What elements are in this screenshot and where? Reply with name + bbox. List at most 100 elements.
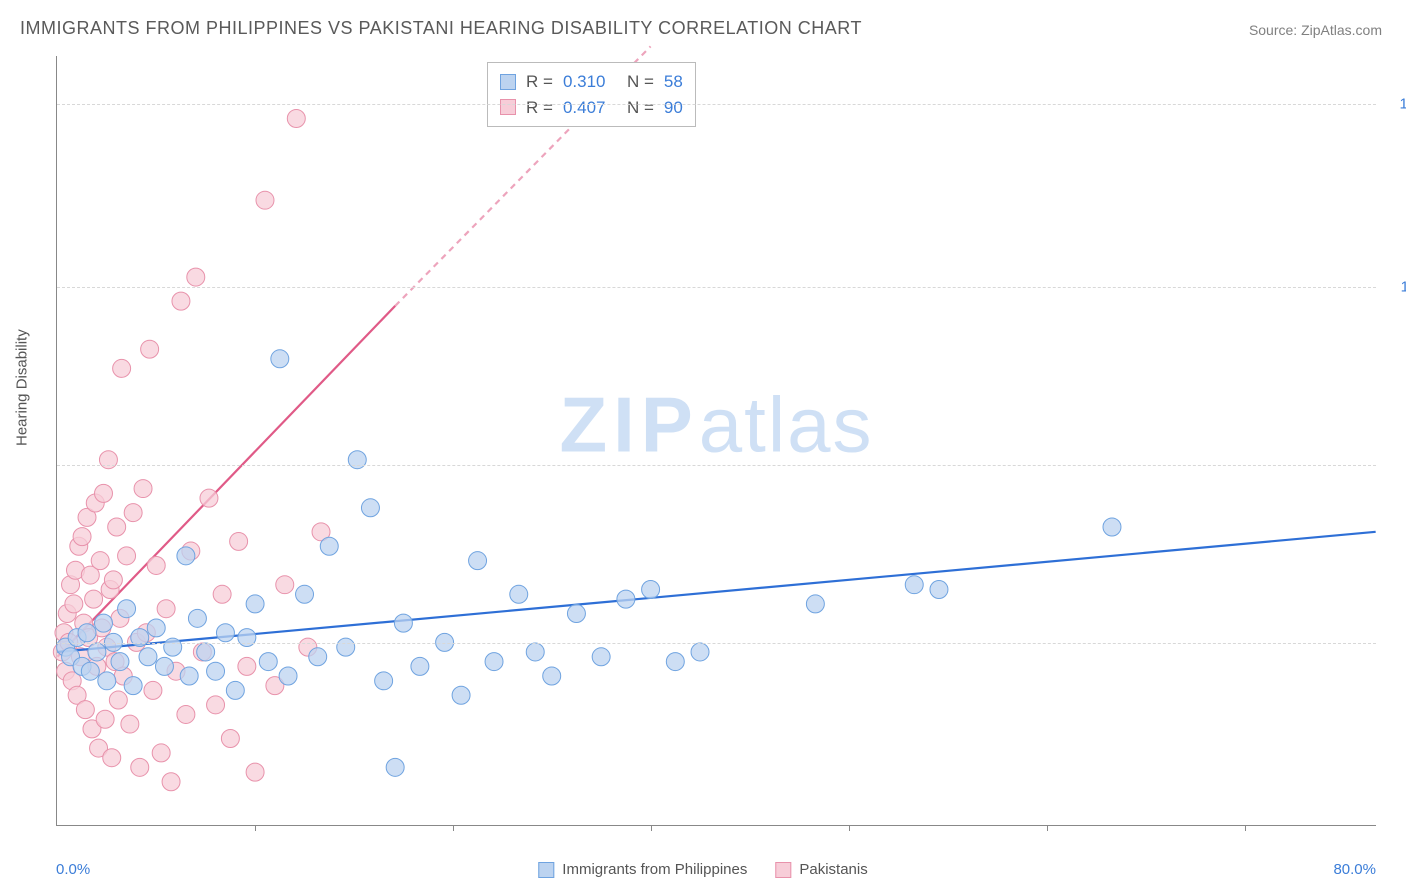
blue-point <box>1103 518 1121 536</box>
pink-point <box>124 504 142 522</box>
blue-point <box>691 643 709 661</box>
blue-point <box>526 643 544 661</box>
blue-point <box>905 576 923 594</box>
x-tick <box>1245 825 1246 831</box>
blue-point <box>155 657 173 675</box>
blue-point <box>78 624 96 642</box>
legend-row: R =0.407N =90 <box>500 95 683 121</box>
blue-point <box>930 581 948 599</box>
legend-top: R =0.310N =58R =0.407N =90 <box>487 62 696 127</box>
pink-point <box>287 109 305 127</box>
pink-point <box>144 681 162 699</box>
legend-n-label: N = <box>627 69 654 95</box>
blue-point <box>271 350 289 368</box>
blue-point <box>543 667 561 685</box>
pink-point <box>256 191 274 209</box>
blue-point <box>361 499 379 517</box>
gridline <box>57 465 1376 466</box>
pink-point <box>108 518 126 536</box>
chart-title: IMMIGRANTS FROM PHILIPPINES VS PAKISTANI… <box>20 18 862 39</box>
pink-point <box>113 359 131 377</box>
x-min-label: 0.0% <box>56 861 90 878</box>
pink-point <box>172 292 190 310</box>
blue-point <box>188 609 206 627</box>
x-tick <box>1047 825 1048 831</box>
plot-area: ZIPatlas R =0.310N =58R =0.407N =90 3.8%… <box>56 56 1376 826</box>
gridline <box>57 643 1376 644</box>
pink-point <box>162 773 180 791</box>
gridline <box>57 104 1376 105</box>
blue-point <box>296 585 314 603</box>
blue-point <box>806 595 824 613</box>
pink-point <box>147 556 165 574</box>
x-max-label: 80.0% <box>1333 861 1376 878</box>
blue-point <box>510 585 528 603</box>
legend-swatch <box>500 74 516 90</box>
x-tick <box>849 825 850 831</box>
pink-point <box>276 576 294 594</box>
legend-r-value: 0.407 <box>563 95 617 121</box>
pink-point <box>221 729 239 747</box>
legend-swatch <box>775 862 791 878</box>
legend-swatch <box>538 862 554 878</box>
pink-point <box>95 484 113 502</box>
blue-point <box>98 672 116 690</box>
blue-point <box>386 758 404 776</box>
blue-point <box>485 653 503 671</box>
blue-point <box>207 662 225 680</box>
source-label: Source: ZipAtlas.com <box>1249 22 1382 38</box>
pink-point <box>152 744 170 762</box>
x-tick <box>651 825 652 831</box>
pink-point <box>187 268 205 286</box>
pink-point <box>73 528 91 546</box>
blue-point <box>216 624 234 642</box>
pink-point <box>103 749 121 767</box>
pink-point <box>200 489 218 507</box>
blue-point <box>452 686 470 704</box>
blue-point <box>617 590 635 608</box>
pink-point <box>141 340 159 358</box>
legend-bottom-item: Pakistanis <box>775 861 867 878</box>
pink-point <box>157 600 175 618</box>
legend-bottom: Immigrants from Philippines Pakistanis <box>538 861 867 878</box>
y-tick-label: 11.2% <box>1401 279 1406 296</box>
legend-bottom-label: Immigrants from Philippines <box>562 861 747 878</box>
blue-point <box>226 681 244 699</box>
blue-point <box>246 595 264 613</box>
pink-point <box>230 532 248 550</box>
pink-trend <box>57 306 395 657</box>
pink-point <box>76 701 94 719</box>
pink-point <box>121 715 139 733</box>
x-tick <box>255 825 256 831</box>
blue-point <box>642 581 660 599</box>
blue-point <box>320 537 338 555</box>
legend-r-label: R = <box>526 95 553 121</box>
blue-point <box>309 648 327 666</box>
pink-point <box>131 758 149 776</box>
pink-point <box>109 691 127 709</box>
blue-point <box>111 653 129 671</box>
pink-point <box>238 657 256 675</box>
pink-point <box>96 710 114 728</box>
blue-point <box>567 605 585 623</box>
blue-point <box>259 653 277 671</box>
blue-point <box>88 643 106 661</box>
blue-point <box>180 667 198 685</box>
blue-point <box>279 667 297 685</box>
pink-point <box>213 585 231 603</box>
x-tick <box>453 825 454 831</box>
blue-point <box>147 619 165 637</box>
blue-point <box>469 552 487 570</box>
blue-point <box>177 547 195 565</box>
pink-point <box>118 547 136 565</box>
blue-point <box>124 677 142 695</box>
legend-n-value: 58 <box>664 69 683 95</box>
legend-bottom-item: Immigrants from Philippines <box>538 861 747 878</box>
gridline <box>57 287 1376 288</box>
blue-point <box>337 638 355 656</box>
blue-point <box>95 614 113 632</box>
pink-point <box>177 705 195 723</box>
blue-point <box>197 643 215 661</box>
pink-point <box>91 552 109 570</box>
legend-row: R =0.310N =58 <box>500 69 683 95</box>
